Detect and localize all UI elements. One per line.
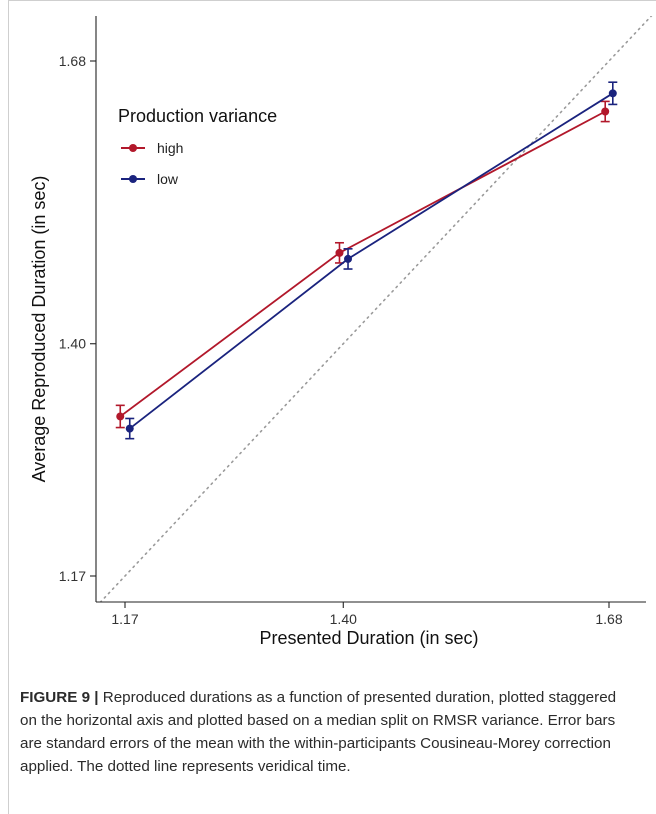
x-tick-label: 1.17 xyxy=(111,611,138,627)
series-line-high xyxy=(119,110,606,418)
y-tick-label: 1.17 xyxy=(59,568,86,584)
legend-label-low: low xyxy=(157,171,179,187)
chart: 1.17 1.40 1.68 1.17 1.40 1.68 Production vari… xyxy=(29,16,653,648)
series-low xyxy=(125,81,618,440)
y-axis-title: Average Reproduced Duration (in sec) xyxy=(29,176,49,483)
data-point xyxy=(344,254,353,263)
y-tick-label: 1.40 xyxy=(59,336,86,352)
data-point xyxy=(116,412,125,421)
veridical-reference-line xyxy=(99,16,653,602)
figure-caption: FIGURE 9 | Reproduced durations as a fun… xyxy=(20,686,636,778)
caption-label: FIGURE 9 | xyxy=(20,689,99,706)
caption-text: Reproduced durations as a function of pr… xyxy=(20,689,617,775)
data-point xyxy=(125,424,134,433)
legend-marker xyxy=(129,175,137,183)
figure-frame-top xyxy=(8,0,656,1)
axes-layer: 1.17 1.40 1.68 1.17 1.40 1.68 xyxy=(59,16,646,627)
legend-marker xyxy=(129,144,137,152)
legend-label-high: high xyxy=(157,140,183,156)
data-point xyxy=(601,107,610,116)
y-tick-label: 1.68 xyxy=(59,53,86,69)
series-layer xyxy=(115,81,618,440)
x-tick-label: 1.40 xyxy=(330,611,357,627)
x-tick-label: 1.68 xyxy=(595,611,622,627)
legend: Production variance high low xyxy=(118,106,277,187)
data-point xyxy=(335,248,344,257)
figure-frame-left xyxy=(8,0,9,814)
x-axis-title: Presented Duration (in sec) xyxy=(259,628,478,648)
reference-line-layer xyxy=(99,16,653,602)
legend-key-low: low xyxy=(121,171,179,187)
data-point xyxy=(608,89,617,98)
legend-key-high: high xyxy=(121,140,183,156)
series-line-low xyxy=(129,92,614,430)
series-high xyxy=(115,100,610,429)
legend-title: Production variance xyxy=(118,106,277,126)
